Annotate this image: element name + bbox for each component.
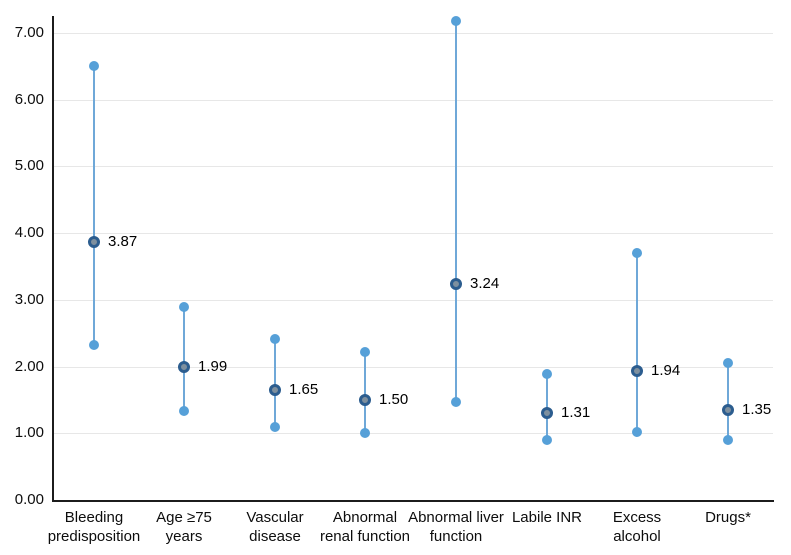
category-label: Excess alcohol bbox=[612, 509, 662, 545]
ci-upper-dot bbox=[451, 16, 461, 26]
ci-range-line bbox=[183, 307, 185, 411]
point-estimate-marker bbox=[722, 404, 734, 416]
ci-upper-dot bbox=[723, 358, 733, 368]
ci-lower-dot bbox=[723, 435, 733, 445]
y-axis-tick-label: 5.00 bbox=[14, 157, 44, 174]
y-axis-tick-label: 2.00 bbox=[14, 358, 44, 375]
category-label: Age ≥75 years bbox=[156, 509, 212, 545]
y-axis-tick-label: 4.00 bbox=[14, 224, 44, 241]
y-axis-tick-label: 3.00 bbox=[14, 291, 44, 308]
point-estimate-marker bbox=[541, 407, 553, 419]
gridline bbox=[53, 300, 773, 301]
ci-upper-dot bbox=[360, 347, 370, 357]
gridline bbox=[53, 166, 773, 167]
ci-lower-dot bbox=[451, 397, 461, 407]
gridline bbox=[53, 433, 773, 434]
point-estimate-label: 1.94 bbox=[651, 362, 681, 379]
ci-lower-dot bbox=[89, 340, 99, 350]
category-label: Vascular disease bbox=[246, 509, 304, 545]
point-estimate-marker bbox=[631, 365, 643, 377]
y-axis-tick-label: 7.00 bbox=[14, 24, 44, 41]
category-label: Labile INR bbox=[511, 509, 583, 526]
ci-range-line bbox=[93, 66, 95, 345]
point-estimate-label: 1.99 bbox=[198, 358, 228, 375]
x-axis-line bbox=[52, 500, 774, 502]
gridline bbox=[53, 233, 773, 234]
ci-upper-dot bbox=[542, 369, 552, 379]
point-estimate-label: 3.24 bbox=[470, 275, 500, 292]
y-axis-tick-label: 0.00 bbox=[14, 491, 44, 508]
ci-range-line bbox=[274, 339, 276, 427]
point-estimate-label: 1.31 bbox=[561, 404, 591, 421]
ci-lower-dot bbox=[270, 422, 280, 432]
point-estimate-marker bbox=[359, 394, 371, 406]
y-axis-tick-label: 1.00 bbox=[14, 424, 44, 441]
y-axis-tick-label: 6.00 bbox=[14, 91, 44, 108]
ci-lower-dot bbox=[179, 406, 189, 416]
point-estimate-marker bbox=[88, 236, 100, 248]
gridline bbox=[53, 33, 773, 34]
category-label: Abnormal liver function bbox=[408, 509, 504, 545]
point-estimate-label: 1.65 bbox=[289, 381, 319, 398]
ci-range-line bbox=[636, 253, 638, 432]
ci-upper-dot bbox=[179, 302, 189, 312]
ci-range-line bbox=[364, 352, 366, 433]
ci-lower-dot bbox=[632, 427, 642, 437]
gridline bbox=[53, 100, 773, 101]
ci-upper-dot bbox=[89, 61, 99, 71]
ci-upper-dot bbox=[270, 334, 280, 344]
point-estimate-label: 1.50 bbox=[379, 391, 409, 408]
y-axis-line bbox=[52, 16, 54, 502]
ci-range-line bbox=[455, 21, 457, 402]
ci-lower-dot bbox=[360, 428, 370, 438]
category-label: Drugs* bbox=[705, 509, 751, 526]
ci-upper-dot bbox=[632, 248, 642, 258]
ci-lower-dot bbox=[542, 435, 552, 445]
gridline bbox=[53, 367, 773, 368]
point-estimate-marker bbox=[178, 361, 190, 373]
ci-range-line bbox=[727, 363, 729, 440]
point-estimate-marker bbox=[450, 278, 462, 290]
point-estimate-label: 1.35 bbox=[742, 401, 772, 418]
category-label: Abnormal renal function bbox=[319, 509, 411, 545]
point-estimate-label: 3.87 bbox=[108, 233, 138, 250]
point-estimate-marker bbox=[269, 384, 281, 396]
category-label: Bleeding predisposition bbox=[47, 509, 141, 545]
